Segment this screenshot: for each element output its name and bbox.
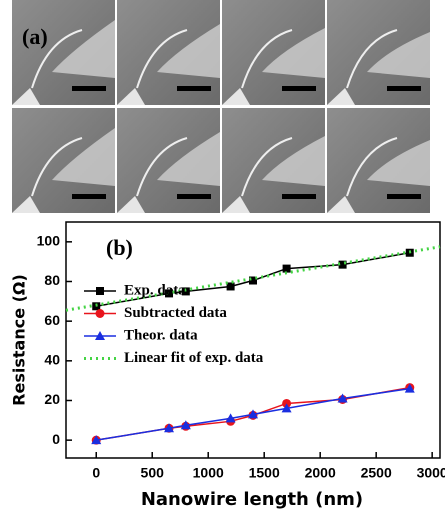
nanowire xyxy=(346,137,398,197)
x-axis-title: Nanowire length (nm) xyxy=(141,489,363,510)
probe-tip xyxy=(52,128,115,186)
probe-tip xyxy=(327,196,355,213)
probe-tip xyxy=(157,132,220,186)
plot-frame xyxy=(65,221,441,459)
y-axis-title: Resistance (Ω) xyxy=(10,274,29,406)
probe-tip xyxy=(12,196,40,213)
scale-bar xyxy=(177,86,211,91)
nanowire xyxy=(241,137,293,197)
marker xyxy=(91,435,102,445)
x-tick-label: 1500 xyxy=(249,465,280,481)
scale-bar xyxy=(177,194,211,199)
nanowire xyxy=(241,29,293,89)
legend-label: Theor. data xyxy=(124,327,198,343)
nanowire xyxy=(346,29,398,89)
x-tick-label: 3000 xyxy=(417,465,445,481)
nanowire xyxy=(136,29,188,89)
marker xyxy=(226,282,235,291)
marker xyxy=(225,413,236,423)
marker xyxy=(337,393,348,403)
probe-tip xyxy=(222,88,250,105)
y-tick-label: 80 xyxy=(44,272,60,288)
probe-tip xyxy=(367,140,430,186)
probe-tip xyxy=(12,88,40,105)
x-tick-label: 1000 xyxy=(193,465,224,481)
scale-bar xyxy=(282,194,316,199)
legend-marker xyxy=(96,287,104,295)
probe-tip xyxy=(262,136,325,186)
x-tick-label: 2500 xyxy=(361,465,392,481)
y-tick-label: 20 xyxy=(44,391,60,407)
probe-tip xyxy=(52,20,115,78)
legend-marker xyxy=(95,309,105,318)
probe-tip xyxy=(117,88,145,105)
y-tick-label: 60 xyxy=(44,312,60,328)
marker xyxy=(404,383,415,393)
legend-label: Subtracted data xyxy=(124,305,227,321)
panel-b-label: (b) xyxy=(106,235,133,260)
legend-label: Linear fit of exp. data xyxy=(124,350,264,366)
x-tick-label: 2000 xyxy=(305,465,336,481)
marker xyxy=(249,276,257,285)
marker xyxy=(248,409,258,419)
panel-a-label: (a) xyxy=(22,24,48,49)
nanowire xyxy=(31,29,83,89)
marker xyxy=(282,264,291,273)
probe-tip xyxy=(262,28,325,78)
marker xyxy=(165,289,174,298)
probe-tip xyxy=(157,24,220,78)
nanowire xyxy=(136,137,188,197)
marker xyxy=(338,260,347,269)
nanowire xyxy=(31,137,83,197)
marker xyxy=(164,423,175,433)
legend-label: Exp. data xyxy=(124,282,186,298)
scale-bar xyxy=(282,86,316,91)
scale-bar xyxy=(387,194,421,199)
probe-tip xyxy=(117,196,145,213)
legend-marker xyxy=(95,331,105,340)
scale-bar xyxy=(387,86,421,91)
y-tick-label: 40 xyxy=(44,352,60,368)
series-line xyxy=(96,387,410,441)
panel-a xyxy=(12,0,430,213)
scale-bar xyxy=(72,86,106,91)
probe-tip xyxy=(327,88,355,105)
x-tick-label: 0 xyxy=(92,465,100,481)
probe-tip xyxy=(367,32,430,78)
x-tick-label: 500 xyxy=(141,465,165,481)
y-tick-label: 100 xyxy=(37,233,61,249)
marker xyxy=(180,420,191,430)
y-tick-label: 0 xyxy=(52,431,60,447)
probe-tip xyxy=(222,196,250,213)
marker xyxy=(281,403,292,413)
scale-bar xyxy=(72,194,106,199)
